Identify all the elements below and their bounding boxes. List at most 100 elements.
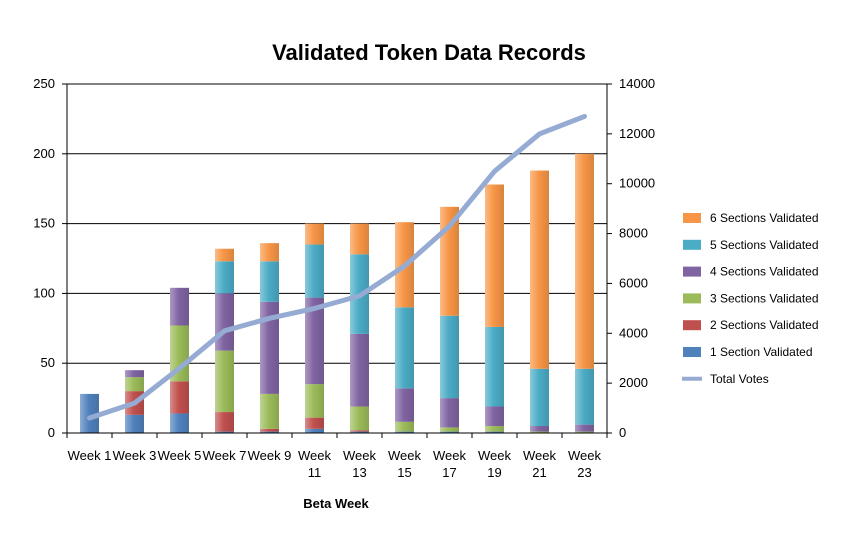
- x-tick-label: Week: [523, 448, 556, 463]
- x-tick-label: Week 9: [248, 448, 292, 463]
- bar-segment: [440, 206, 459, 316]
- y2-tick-label: 0: [619, 425, 626, 440]
- bar-segment: [215, 350, 234, 413]
- bar-segment: [395, 421, 414, 432]
- bar-segment: [125, 370, 144, 378]
- x-tick-label: Week: [478, 448, 511, 463]
- y2-tick-label: 12000: [619, 126, 655, 141]
- bar-segment: [485, 426, 504, 432]
- bar-segment: [575, 368, 594, 425]
- bar-segment: [215, 431, 234, 433]
- x-tick-label: Week: [298, 448, 331, 463]
- bar-segment: [215, 261, 234, 294]
- x-tick-label: Week: [568, 448, 601, 463]
- y2-tick-label: 4000: [619, 325, 648, 340]
- bar-segment: [215, 248, 234, 262]
- y-tick-label: 250: [33, 76, 55, 91]
- x-tick-label: Week: [343, 448, 376, 463]
- y2-tick-label: 8000: [619, 226, 648, 241]
- legend-label: Total Votes: [710, 372, 769, 386]
- bar-segment: [260, 431, 279, 433]
- y2-tick-label: 2000: [619, 375, 648, 390]
- y-tick-label: 50: [41, 355, 55, 370]
- bar-segment: [350, 430, 369, 432]
- bar-segment: [305, 297, 324, 385]
- bar-segment: [485, 184, 504, 327]
- bars: [80, 153, 594, 433]
- total-votes-line-layer: [87, 113, 587, 421]
- y2-tick-label: 6000: [619, 275, 648, 290]
- bar-segment: [215, 412, 234, 432]
- bar-segment: [485, 431, 504, 433]
- chart-title: Validated Token Data Records: [272, 40, 586, 65]
- bar-segment: [530, 431, 549, 433]
- bar-segment: [260, 393, 279, 429]
- bar-segment: [575, 431, 594, 433]
- y-tick-label: 100: [33, 285, 55, 300]
- bar-segment: [125, 377, 144, 392]
- legend-label: 6 Sections Validated: [710, 211, 819, 225]
- bar-segment: [260, 301, 279, 394]
- x-tick-label: 17: [442, 465, 456, 480]
- bar-segment: [260, 261, 279, 302]
- legend-swatch: [683, 239, 701, 250]
- legend-swatch: [683, 213, 701, 223]
- x-tick-label: Week 1: [68, 448, 112, 463]
- y2-tick-label: 14000: [619, 76, 655, 91]
- x-tick-label: 11: [308, 465, 322, 480]
- bar-segment: [350, 333, 369, 407]
- y-tick-label: 200: [33, 146, 55, 161]
- x-tick-label: Week 5: [158, 448, 202, 463]
- bar-segment: [305, 244, 324, 298]
- y2-tick-label: 10000: [619, 176, 655, 191]
- bar-segment: [260, 428, 279, 432]
- legend-swatch: [683, 320, 701, 331]
- bar-segment: [170, 413, 189, 433]
- bar-segment: [530, 170, 549, 369]
- bar-segment: [395, 307, 414, 389]
- axes: 0 50 100 150 200 250 0 2000 4000 6000 8000 10000 120…: [33, 76, 655, 480]
- x-tick-label: Week: [388, 448, 421, 463]
- legend: 6 Sections Validated 5 Sections Validated…: [682, 211, 819, 386]
- bar-segment: [170, 381, 189, 414]
- x-tick-label: Week 3: [113, 448, 157, 463]
- bar-segment: [440, 315, 459, 399]
- bar-segment: [575, 153, 594, 369]
- gridlines: [67, 83, 607, 364]
- bar-segment: [350, 223, 369, 255]
- y-tick-label: 0: [48, 425, 55, 440]
- legend-swatch: [683, 266, 701, 277]
- legend-swatch: [683, 347, 701, 357]
- legend-label: 4 Sections Validated: [710, 265, 819, 279]
- legend-label: 2 Sections Validated: [710, 318, 819, 332]
- bar-segment: [440, 398, 459, 428]
- bar-segment: [440, 431, 459, 433]
- bar-segment: [80, 393, 99, 433]
- x-tick-label: 21: [532, 465, 546, 480]
- bar-segment: [125, 414, 144, 433]
- x-tick-label: Week 7: [203, 448, 247, 463]
- bar-segment: [215, 293, 234, 351]
- bar-segment: [350, 406, 369, 431]
- x-axis-title: Beta Week: [303, 496, 369, 511]
- bar-segment: [260, 243, 279, 262]
- bar-segment: [575, 424, 594, 432]
- bar-segment: [305, 428, 324, 433]
- bar-segment: [395, 388, 414, 422]
- bar-segment: [305, 384, 324, 418]
- x-tick-label: 23: [577, 465, 591, 480]
- bar-segment: [305, 223, 324, 245]
- legend-label: 3 Sections Validated: [710, 291, 819, 305]
- legend-swatch: [683, 293, 701, 304]
- bar-segment: [530, 368, 549, 427]
- y-tick-label: 150: [33, 216, 55, 231]
- x-tick-label: Week: [433, 448, 466, 463]
- bar-segment: [530, 426, 549, 432]
- x-tick-label: 13: [352, 465, 366, 480]
- x-tick-label: 19: [487, 465, 501, 480]
- bar-segment: [305, 417, 324, 429]
- x-tick-label: 15: [397, 465, 411, 480]
- bar-segment: [440, 427, 459, 432]
